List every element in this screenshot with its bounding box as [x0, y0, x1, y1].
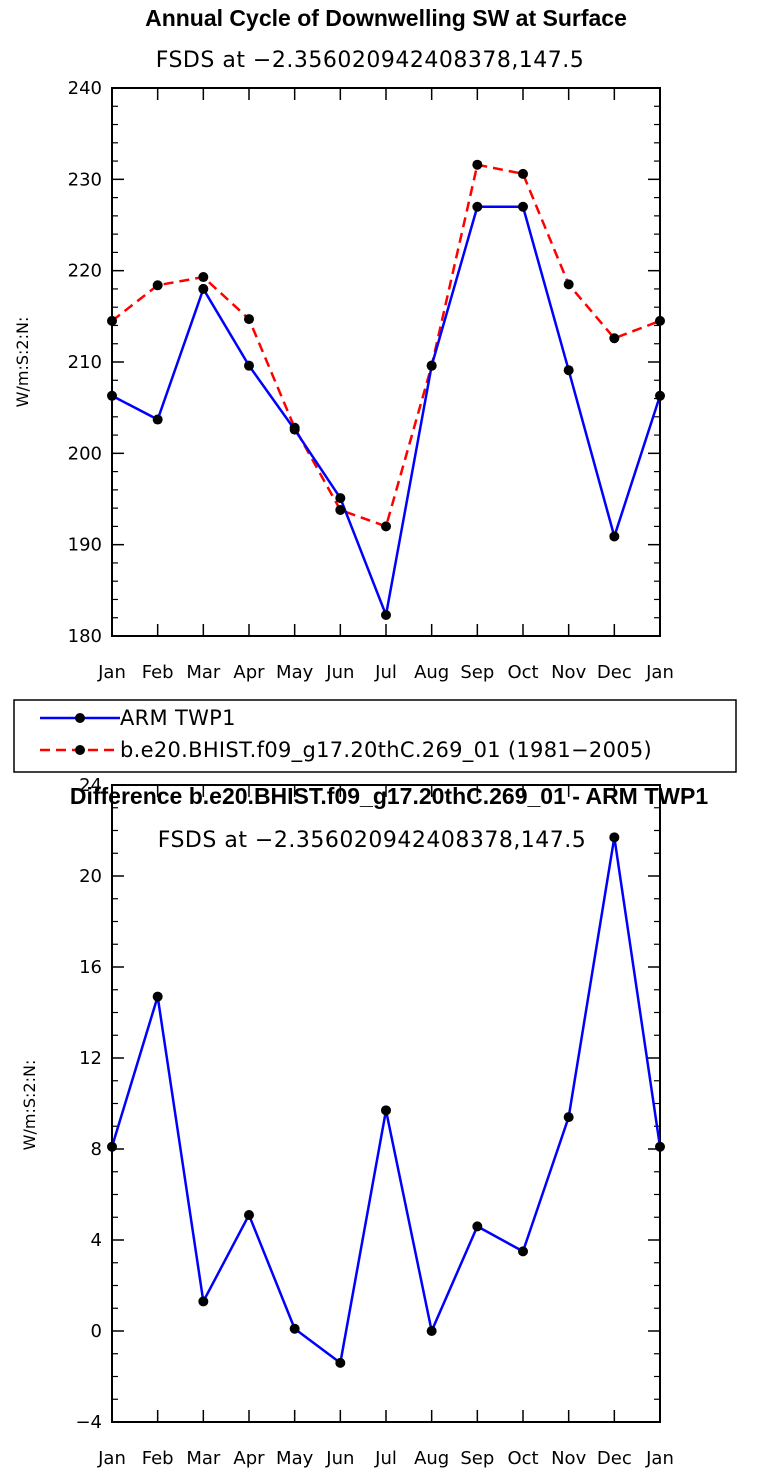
data-point-series-1 [426, 1326, 437, 1336]
x-tick-label: May [276, 662, 314, 683]
x-tick-label: Feb [142, 662, 174, 683]
data-point-series-2 [563, 279, 574, 290]
data-point-series-2 [381, 521, 391, 532]
data-point-series-1 [244, 1209, 254, 1220]
y-tick-label: 190 [68, 535, 102, 556]
data-point-series-2 [107, 315, 117, 326]
y-tick-label: 200 [68, 443, 102, 464]
data-point-series-2 [609, 333, 620, 344]
chart-2-plot-area: −4 0 4 8 12 16 20 24 Jan Feb Mar Apr May Jun Jul Aug Sep… [75, 775, 673, 1469]
data-point-series-1 [609, 832, 620, 843]
plot-frame [111, 87, 661, 637]
chart-1-subtitle: FSDS at −2.356020942408378,147.5 [156, 48, 585, 73]
data-point-series-1 [609, 531, 620, 542]
y-tick-label: 180 [68, 626, 102, 647]
data-point-series-1 [655, 1141, 665, 1152]
chart-2-y-axis-label: W/m:S:2:N: [20, 1060, 39, 1151]
chart-2-title: Difference b.e20.BHIST.f09_g17.20thC.269… [70, 783, 708, 809]
y-tick-label: −4 [75, 1412, 102, 1433]
chart-1-title: Annual Cycle of Downwelling SW at Surfac… [145, 5, 627, 31]
y-tick-label: 24 [79, 775, 102, 796]
y-tick-label: 20 [79, 866, 102, 887]
x-tick-label: Sep [460, 662, 494, 683]
x-tick-label: Apr [233, 1448, 265, 1469]
x-tick-label: Jan [645, 1448, 674, 1469]
chart-1-plot-area: 180 190 200 210 220 230 240 Jan Feb Mar Apr May Jun J… [68, 78, 674, 683]
series-line-2 [111, 163, 661, 528]
legend-box [13, 699, 737, 773]
y-tick-label: 210 [68, 352, 102, 373]
legend-entry-series-2: b.e20.BHIST.f09_g17.20thC.269_01 (1981−2… [120, 738, 652, 763]
y-tick-label: 12 [79, 1048, 102, 1069]
legend-marker-series-2 [75, 745, 85, 755]
y-tick-label: 0 [91, 1321, 102, 1342]
data-point-series-1 [426, 360, 437, 371]
y-tick-label: 16 [79, 957, 102, 978]
data-point-series-1 [472, 201, 483, 212]
legend: ARM TWP1 b.e20.BHIST.f09_g17.20thC.269_0… [13, 699, 737, 773]
data-point-series-1 [107, 1141, 117, 1152]
data-point-series-1 [381, 1105, 391, 1116]
data-point-series-2 [335, 504, 346, 515]
x-tick-label: Jan [97, 1448, 126, 1469]
x-tick-label: Mar [186, 662, 221, 683]
x-tick-label: Jul [374, 1448, 397, 1469]
plot-frame [111, 784, 661, 1423]
x-tick-label: Jun [325, 1448, 354, 1469]
data-point-series-1 [198, 1296, 209, 1307]
data-point-series-2 [198, 272, 209, 283]
data-point-series-1 [563, 365, 574, 376]
legend-marker-series-1 [75, 713, 85, 723]
data-point-series-1 [381, 609, 391, 620]
legend-entry-series-1: ARM TWP1 [120, 706, 236, 730]
data-point-series-1 [518, 201, 528, 212]
data-point-series-1 [152, 414, 163, 425]
x-tick-label: Feb [142, 1448, 174, 1469]
data-point-series-1 [289, 1323, 300, 1334]
data-point-series-1 [152, 991, 163, 1002]
x-tick-label: Jan [645, 662, 674, 683]
data-point-series-1 [563, 1112, 574, 1123]
x-tick-label: Jun [325, 662, 354, 683]
data-point-series-1 [472, 1221, 483, 1232]
x-tick-label: Aug [414, 662, 449, 683]
x-tick-label: Oct [507, 1448, 538, 1469]
data-point-series-2 [244, 314, 254, 325]
data-point-series-2 [518, 168, 528, 179]
series-line-1 [110, 836, 662, 1365]
x-tick-label: Dec [597, 1448, 632, 1469]
y-tick-label: 220 [68, 261, 102, 282]
data-point-series-1 [107, 390, 117, 401]
series-line-1 [111, 205, 662, 617]
data-point-series-2 [152, 280, 163, 291]
x-tick-label: Dec [597, 662, 632, 683]
data-point-series-1 [518, 1246, 528, 1257]
data-point-series-1 [335, 1357, 346, 1368]
data-point-series-1 [198, 283, 209, 294]
x-tick-label: Mar [186, 1448, 221, 1469]
data-point-series-2 [655, 315, 665, 326]
x-tick-label: Nov [551, 1448, 586, 1469]
y-tick-label: 4 [91, 1230, 102, 1251]
data-point-series-1 [244, 360, 254, 371]
x-tick-label: Nov [551, 662, 586, 683]
y-tick-label: 240 [68, 78, 102, 99]
x-tick-label: May [276, 1448, 314, 1469]
chart-1-y-axis-label: W/m:S:2:N: [13, 317, 32, 408]
data-point-series-1 [289, 424, 300, 435]
x-tick-label: Apr [233, 662, 265, 683]
data-point-series-1 [655, 390, 665, 401]
x-tick-label: Sep [460, 1448, 494, 1469]
y-tick-label: 8 [91, 1139, 102, 1160]
x-tick-label: Oct [507, 662, 538, 683]
x-tick-label: Jul [374, 662, 397, 683]
x-tick-label: Jan [97, 662, 126, 683]
data-point-series-2 [472, 159, 483, 170]
x-tick-label: Aug [414, 1448, 449, 1469]
y-tick-label: 230 [68, 169, 102, 190]
data-point-series-1 [335, 493, 346, 504]
chart-2-subtitle: FSDS at −2.356020942408378,147.5 [158, 828, 587, 853]
